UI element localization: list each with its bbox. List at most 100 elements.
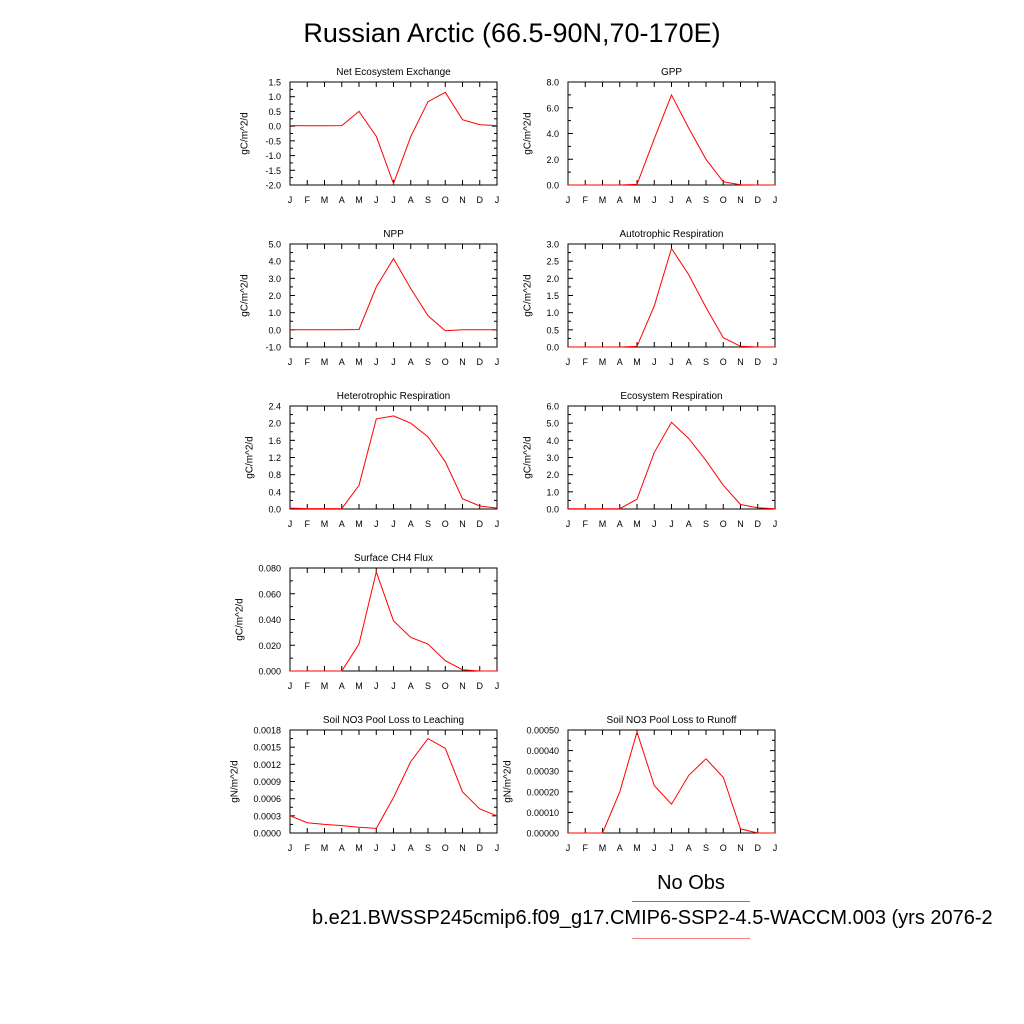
x-tick-label: F: [583, 357, 589, 367]
plot-frame: [567, 405, 776, 510]
x-tick-label: N: [737, 357, 744, 367]
y-tick-label: 0.060: [258, 589, 281, 599]
y-tick-label: 8.0: [546, 78, 559, 88]
y-tick-label: 0.00040: [526, 746, 559, 756]
y-axis-label: gN/m^2/d: [502, 760, 513, 803]
x-tick-label: M: [633, 519, 641, 529]
y-tick-label: 0.00020: [526, 787, 559, 797]
y-tick-label: 0.040: [258, 615, 281, 625]
y-axis-label: gC/m^2/d: [523, 112, 534, 155]
x-tick-label: J: [566, 195, 571, 205]
y-tick-label: 0.0012: [253, 760, 281, 770]
x-tick-label: N: [459, 843, 466, 853]
x-tick-label: M: [355, 843, 363, 853]
x-tick-label: F: [583, 519, 589, 529]
x-tick-label: S: [703, 519, 709, 529]
panel-title: Ecosystem Respiration: [620, 391, 722, 402]
x-tick-label: M: [599, 195, 607, 205]
y-tick-label: 0.0018: [253, 726, 281, 736]
x-tick-label: J: [288, 681, 293, 691]
x-tick-label: A: [408, 357, 414, 367]
x-tick-label: A: [686, 195, 692, 205]
y-tick-label: 0.0: [268, 505, 281, 515]
y-tick-label: 1.2: [268, 453, 281, 463]
x-tick-label: A: [617, 195, 623, 205]
y-tick-label: 0.0009: [253, 777, 281, 787]
x-tick-label: D: [477, 519, 484, 529]
x-tick-label: J: [374, 195, 379, 205]
x-tick-label: J: [495, 357, 500, 367]
panel-title: Soil NO3 Pool Loss to Runoff: [607, 715, 737, 726]
x-tick-label: J: [652, 843, 657, 853]
x-tick-label: J: [374, 843, 379, 853]
x-tick-label: J: [391, 519, 396, 529]
x-tick-label: S: [425, 357, 431, 367]
x-tick-label: S: [425, 843, 431, 853]
series-line: [289, 91, 498, 185]
x-tick-label: J: [288, 843, 293, 853]
y-tick-label: 6.0: [546, 402, 559, 412]
x-tick-label: M: [633, 357, 641, 367]
panel-title: Net Ecosystem Exchange: [336, 67, 451, 78]
x-tick-label: M: [321, 357, 329, 367]
x-tick-label: N: [737, 843, 744, 853]
legend-case-name: b.e21.BWSSP245cmip6.f09_g17.CMIP6-SSP2-4…: [312, 907, 993, 929]
x-tick-label: J: [374, 681, 379, 691]
x-tick-label: A: [339, 195, 345, 205]
panel-title: GPP: [661, 67, 682, 78]
x-tick-label: D: [755, 843, 762, 853]
y-tick-label: 0.0003: [253, 811, 281, 821]
x-tick-label: D: [477, 681, 484, 691]
x-tick-label: S: [703, 357, 709, 367]
x-tick-label: M: [355, 357, 363, 367]
x-tick-label: O: [720, 195, 727, 205]
y-tick-label: 0.5: [546, 325, 559, 335]
x-tick-label: J: [495, 195, 500, 205]
x-tick-label: O: [442, 519, 449, 529]
y-tick-label: 0.0: [546, 505, 559, 515]
x-tick-label: N: [459, 357, 466, 367]
x-tick-label: J: [566, 357, 571, 367]
figure-title: Russian Arctic (66.5-90N,70-170E): [303, 18, 721, 48]
y-tick-label: 0.0: [268, 122, 281, 132]
panel-title: NPP: [383, 229, 404, 240]
y-axis-label: gN/m^2/d: [229, 760, 240, 803]
y-tick-label: 0.00010: [526, 808, 559, 818]
x-tick-label: M: [599, 357, 607, 367]
legend-case-line: [632, 938, 750, 939]
x-tick-label: S: [703, 195, 709, 205]
x-tick-label: D: [477, 195, 484, 205]
y-tick-label: -2.0: [265, 181, 281, 191]
x-tick-label: A: [686, 843, 692, 853]
y-tick-label: 2.4: [268, 402, 281, 412]
x-tick-label: J: [495, 519, 500, 529]
panel-title: Heterotrophic Respiration: [337, 391, 450, 402]
y-axis-label: gC/m^2/d: [235, 598, 246, 641]
y-tick-label: 5.0: [268, 240, 281, 250]
x-tick-label: A: [617, 843, 623, 853]
x-tick-label: J: [391, 843, 396, 853]
y-tick-label: 1.5: [546, 291, 559, 301]
y-tick-label: -1.0: [265, 343, 281, 353]
x-tick-label: F: [305, 357, 311, 367]
x-tick-label: J: [288, 195, 293, 205]
x-tick-label: D: [755, 195, 762, 205]
x-tick-label: N: [459, 519, 466, 529]
y-tick-label: 5.0: [546, 419, 559, 429]
y-tick-label: 1.6: [268, 436, 281, 446]
y-axis-label: gC/m^2/d: [240, 274, 251, 317]
x-tick-label: N: [459, 681, 466, 691]
y-tick-label: 0.000: [258, 667, 281, 677]
y-tick-label: 2.0: [268, 419, 281, 429]
x-tick-label: A: [408, 195, 414, 205]
x-tick-label: J: [669, 843, 674, 853]
x-tick-label: S: [425, 519, 431, 529]
x-tick-label: A: [686, 357, 692, 367]
x-tick-label: J: [374, 519, 379, 529]
x-tick-label: D: [755, 357, 762, 367]
